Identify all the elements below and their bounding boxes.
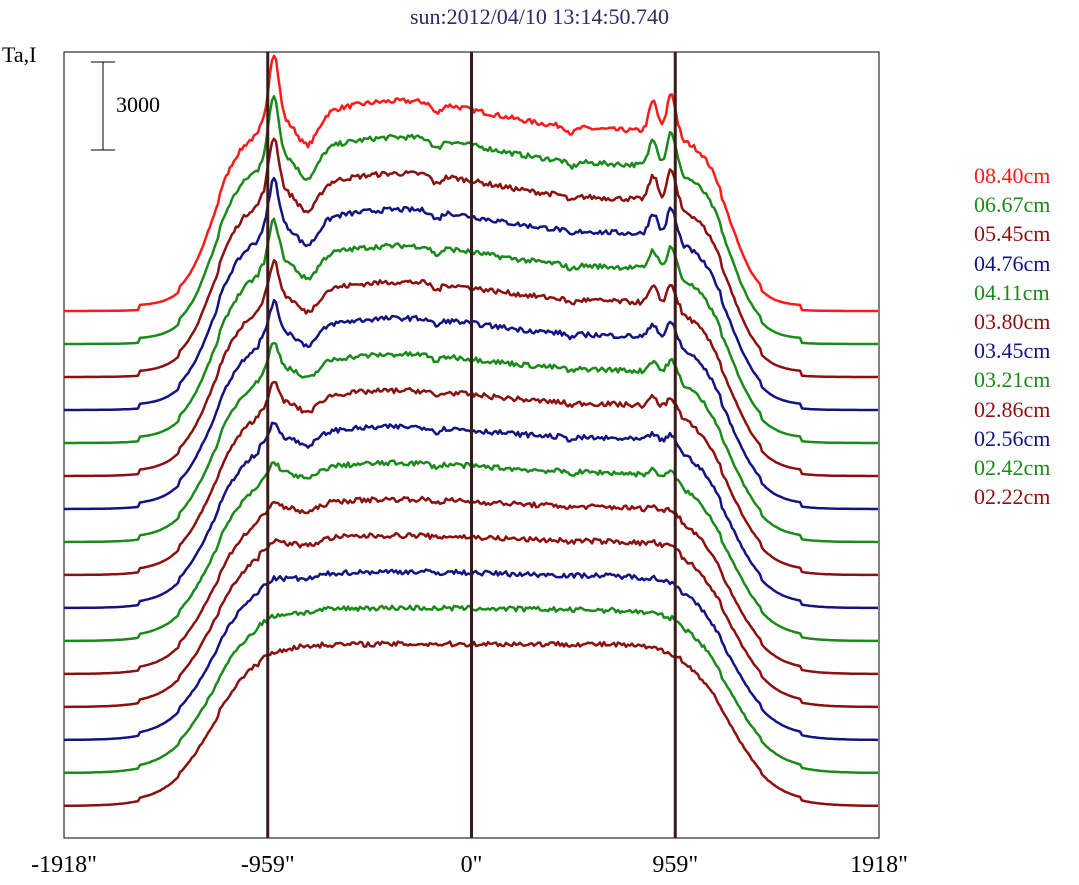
chart-title: sun:2012/04/10 13:14:50.740 bbox=[409, 4, 670, 29]
legend-entry: 02.86cm bbox=[974, 396, 1051, 422]
legend-entry: 03.45cm bbox=[974, 338, 1051, 364]
x-tick-label: 959" bbox=[652, 852, 699, 878]
legend-entry: 05.45cm bbox=[974, 221, 1051, 247]
legend-entry: 02.42cm bbox=[974, 455, 1051, 481]
x-tick-label: 1918" bbox=[850, 852, 908, 878]
legend: 08.40cm 06.67cm 05.45cm 04.76cm 04.11cm 03.80… bbox=[974, 161, 1050, 511]
legend-entry: 06.67cm bbox=[974, 192, 1051, 218]
scale-bar-label: 3000 bbox=[116, 92, 160, 117]
legend-entry: 03.21cm bbox=[974, 367, 1051, 393]
legend-entry: 02.56cm bbox=[974, 425, 1051, 451]
legend-entry: 04.76cm bbox=[974, 250, 1051, 276]
legend-entry: 03.80cm bbox=[974, 309, 1051, 335]
x-tick-label: -959" bbox=[240, 852, 295, 878]
x-tick-label: -1918" bbox=[31, 852, 97, 878]
y-axis-label: Ta,I bbox=[2, 42, 37, 67]
x-tick-label: 0" bbox=[460, 852, 483, 878]
legend-entry: 02.22cm bbox=[974, 484, 1051, 510]
legend-entry: 08.40cm bbox=[974, 163, 1051, 188]
legend-entry: 04.11cm bbox=[974, 279, 1050, 305]
